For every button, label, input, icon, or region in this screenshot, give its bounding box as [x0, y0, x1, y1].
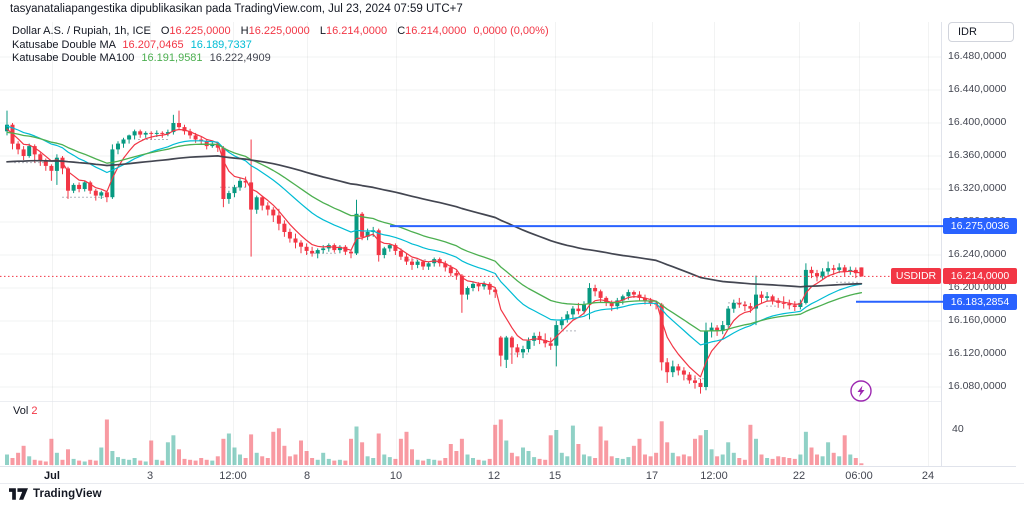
symbol-legend-row[interactable]: Dollar A.S. / Rupiah, 1h, ICE O16.225,00…	[12, 25, 549, 39]
low-value: 16.214,0000	[325, 25, 388, 37]
symbol-price-badge: USDIDR	[891, 268, 941, 285]
volume-legend[interactable]: Vol 2	[13, 405, 37, 417]
change-value: 0,0000 (0,00%)	[473, 25, 549, 37]
indicator-ma100-value-2: 16.222,4909	[209, 52, 271, 65]
volume-value: 2	[31, 405, 38, 417]
lightning-icon[interactable]	[850, 380, 872, 402]
high-value: 16.225,0000	[248, 25, 310, 37]
chart-legend: Dollar A.S. / Rupiah, 1h, ICE O16.225,00…	[12, 25, 549, 66]
open-value: 16.225,0000	[169, 25, 231, 37]
last-price-pill: 16.214,0000	[943, 268, 1017, 285]
indicator-ma-value-2: 16.189,7337	[190, 38, 252, 51]
tradingview-brand-text: TradingView	[33, 488, 102, 500]
volume-label: Vol	[13, 405, 29, 417]
indicator-ma100-value-1: 16.191,9581	[141, 52, 203, 65]
indicator-ma-value-1: 16.207,0465	[122, 38, 184, 51]
tradingview-logo-icon	[9, 488, 28, 500]
indicator-legend-row-ma100[interactable]: Katusabe Double MA100 16.191,9581 16.222…	[12, 52, 549, 66]
indicator-ma100-name[interactable]: Katusabe Double MA100	[12, 52, 135, 65]
close-label: C	[397, 25, 406, 37]
ray1-price-pill: 16.275,0036	[943, 218, 1017, 235]
symbol-title[interactable]: Dollar A.S. / Rupiah, 1h, ICE	[12, 25, 151, 37]
indicator-legend-row-ma[interactable]: Katusabe Double MA 16.207,0465 16.189,73…	[12, 39, 549, 53]
high-label: H	[240, 25, 249, 37]
ray2-price-pill: 16.183,2854	[943, 293, 1017, 310]
low-label: L	[319, 25, 326, 37]
open-label: O	[160, 25, 170, 37]
close-value: 16.214,0000	[405, 25, 467, 37]
attribution-text: tasyanataliapangestika dipublikasikan pa…	[10, 3, 463, 15]
indicator-ma-name[interactable]: Katusabe Double MA	[12, 38, 116, 51]
tradingview-attribution[interactable]: TradingView	[9, 488, 102, 500]
currency-button[interactable]: IDR	[948, 22, 1014, 42]
volume-axis-tick: 40	[952, 423, 964, 435]
